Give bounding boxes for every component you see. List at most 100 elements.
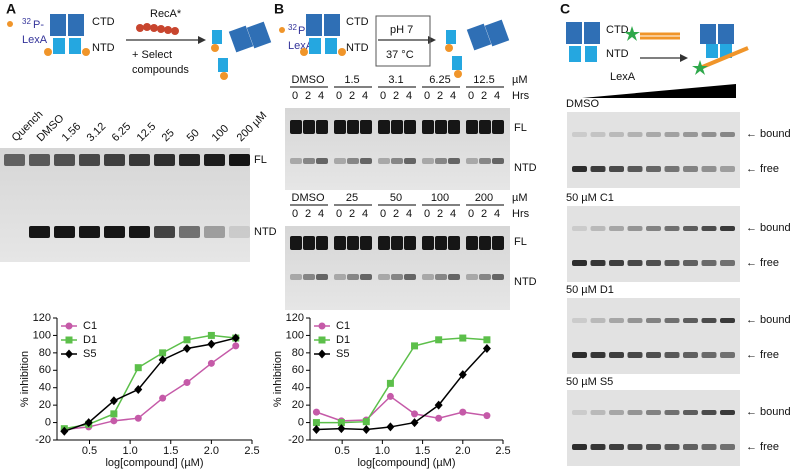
point bbox=[435, 414, 443, 422]
y-tick-label: 20 bbox=[39, 399, 51, 411]
step-text: + Select bbox=[132, 49, 172, 61]
band bbox=[664, 444, 680, 450]
band bbox=[391, 274, 403, 280]
band bbox=[720, 444, 735, 450]
band-label: FL bbox=[514, 122, 527, 134]
titrant-label: LexA bbox=[610, 71, 636, 83]
point bbox=[337, 419, 345, 427]
band bbox=[79, 226, 100, 238]
y-tick-label: 60 bbox=[39, 364, 51, 376]
time-label: 4 bbox=[406, 208, 412, 220]
legend-label: C1 bbox=[336, 320, 350, 332]
band bbox=[664, 226, 680, 231]
point bbox=[411, 342, 419, 350]
point bbox=[362, 425, 371, 435]
time-label: 4 bbox=[362, 208, 368, 220]
band bbox=[378, 274, 390, 280]
band bbox=[627, 318, 643, 323]
unit-label: µM bbox=[512, 192, 528, 204]
x-tick-label: 1.5 bbox=[163, 445, 178, 457]
band bbox=[303, 274, 315, 280]
condition-label: 50 µM S5 bbox=[566, 376, 613, 388]
band bbox=[290, 120, 302, 134]
point bbox=[109, 396, 118, 406]
point bbox=[134, 384, 143, 394]
x-axis-label: log[compound] (µM) bbox=[105, 457, 203, 469]
point bbox=[386, 392, 394, 400]
band bbox=[179, 154, 200, 166]
band bbox=[609, 226, 624, 231]
time-label: 4 bbox=[450, 208, 456, 220]
bound-label: ← bound bbox=[746, 406, 791, 418]
band bbox=[590, 444, 606, 450]
series-line bbox=[316, 395, 488, 422]
band bbox=[683, 132, 698, 137]
free-label: ← free bbox=[746, 257, 779, 269]
band bbox=[664, 166, 680, 172]
band bbox=[683, 166, 698, 172]
band bbox=[334, 120, 346, 134]
band bbox=[683, 444, 698, 450]
time-label: 0 bbox=[336, 90, 342, 102]
band-label: NTD bbox=[514, 162, 537, 174]
enzyme-label: RecA* bbox=[150, 8, 182, 20]
time-label: 0 bbox=[468, 90, 474, 102]
y-tick-label: 40 bbox=[292, 382, 304, 394]
point bbox=[207, 359, 215, 367]
band bbox=[404, 120, 416, 134]
panel-label: A bbox=[6, 1, 16, 17]
band bbox=[701, 260, 717, 266]
gel bbox=[0, 148, 250, 262]
y-axis-label: % inhibition bbox=[19, 351, 31, 407]
box bbox=[375, 15, 431, 67]
x-tick-label: 1.5 bbox=[415, 445, 430, 457]
isotope-rest: P- bbox=[33, 19, 44, 31]
y-tick-label: 60 bbox=[292, 364, 304, 376]
y-tick-label: -20 bbox=[288, 434, 304, 446]
band bbox=[627, 226, 643, 231]
band bbox=[572, 444, 587, 450]
legend-label: S5 bbox=[336, 348, 349, 360]
band bbox=[54, 226, 75, 238]
point bbox=[232, 342, 240, 350]
band bbox=[391, 158, 403, 164]
band bbox=[720, 226, 735, 231]
point bbox=[183, 336, 191, 344]
legend-marker bbox=[318, 322, 326, 330]
point bbox=[312, 408, 320, 416]
point bbox=[410, 418, 419, 428]
band bbox=[646, 226, 661, 231]
band bbox=[435, 158, 447, 164]
ctd-label: CTD bbox=[92, 16, 115, 28]
band bbox=[179, 226, 200, 238]
bound-label: ← bound bbox=[746, 222, 791, 234]
point bbox=[84, 418, 93, 428]
fragments bbox=[211, 21, 272, 80]
band bbox=[347, 120, 359, 134]
band bbox=[79, 154, 100, 166]
point bbox=[134, 414, 142, 422]
point bbox=[435, 336, 443, 344]
band bbox=[316, 274, 328, 280]
condition-label: 50 µM C1 bbox=[566, 192, 614, 204]
legend-label: D1 bbox=[336, 334, 350, 346]
time-label: 2 bbox=[349, 208, 355, 220]
point bbox=[459, 334, 467, 342]
x-tick-label: 1.0 bbox=[375, 445, 390, 457]
band bbox=[466, 236, 478, 250]
point bbox=[312, 425, 321, 435]
band bbox=[683, 410, 698, 415]
y-tick-label: 80 bbox=[292, 347, 304, 359]
band bbox=[360, 158, 372, 164]
band-label: NTD bbox=[514, 276, 537, 288]
band bbox=[334, 236, 346, 250]
band bbox=[422, 236, 434, 250]
band bbox=[646, 132, 661, 137]
band bbox=[701, 352, 717, 358]
band bbox=[664, 318, 680, 323]
band bbox=[448, 274, 460, 280]
band bbox=[701, 444, 717, 450]
band bbox=[664, 260, 680, 266]
protein-label: LexA bbox=[288, 40, 314, 52]
